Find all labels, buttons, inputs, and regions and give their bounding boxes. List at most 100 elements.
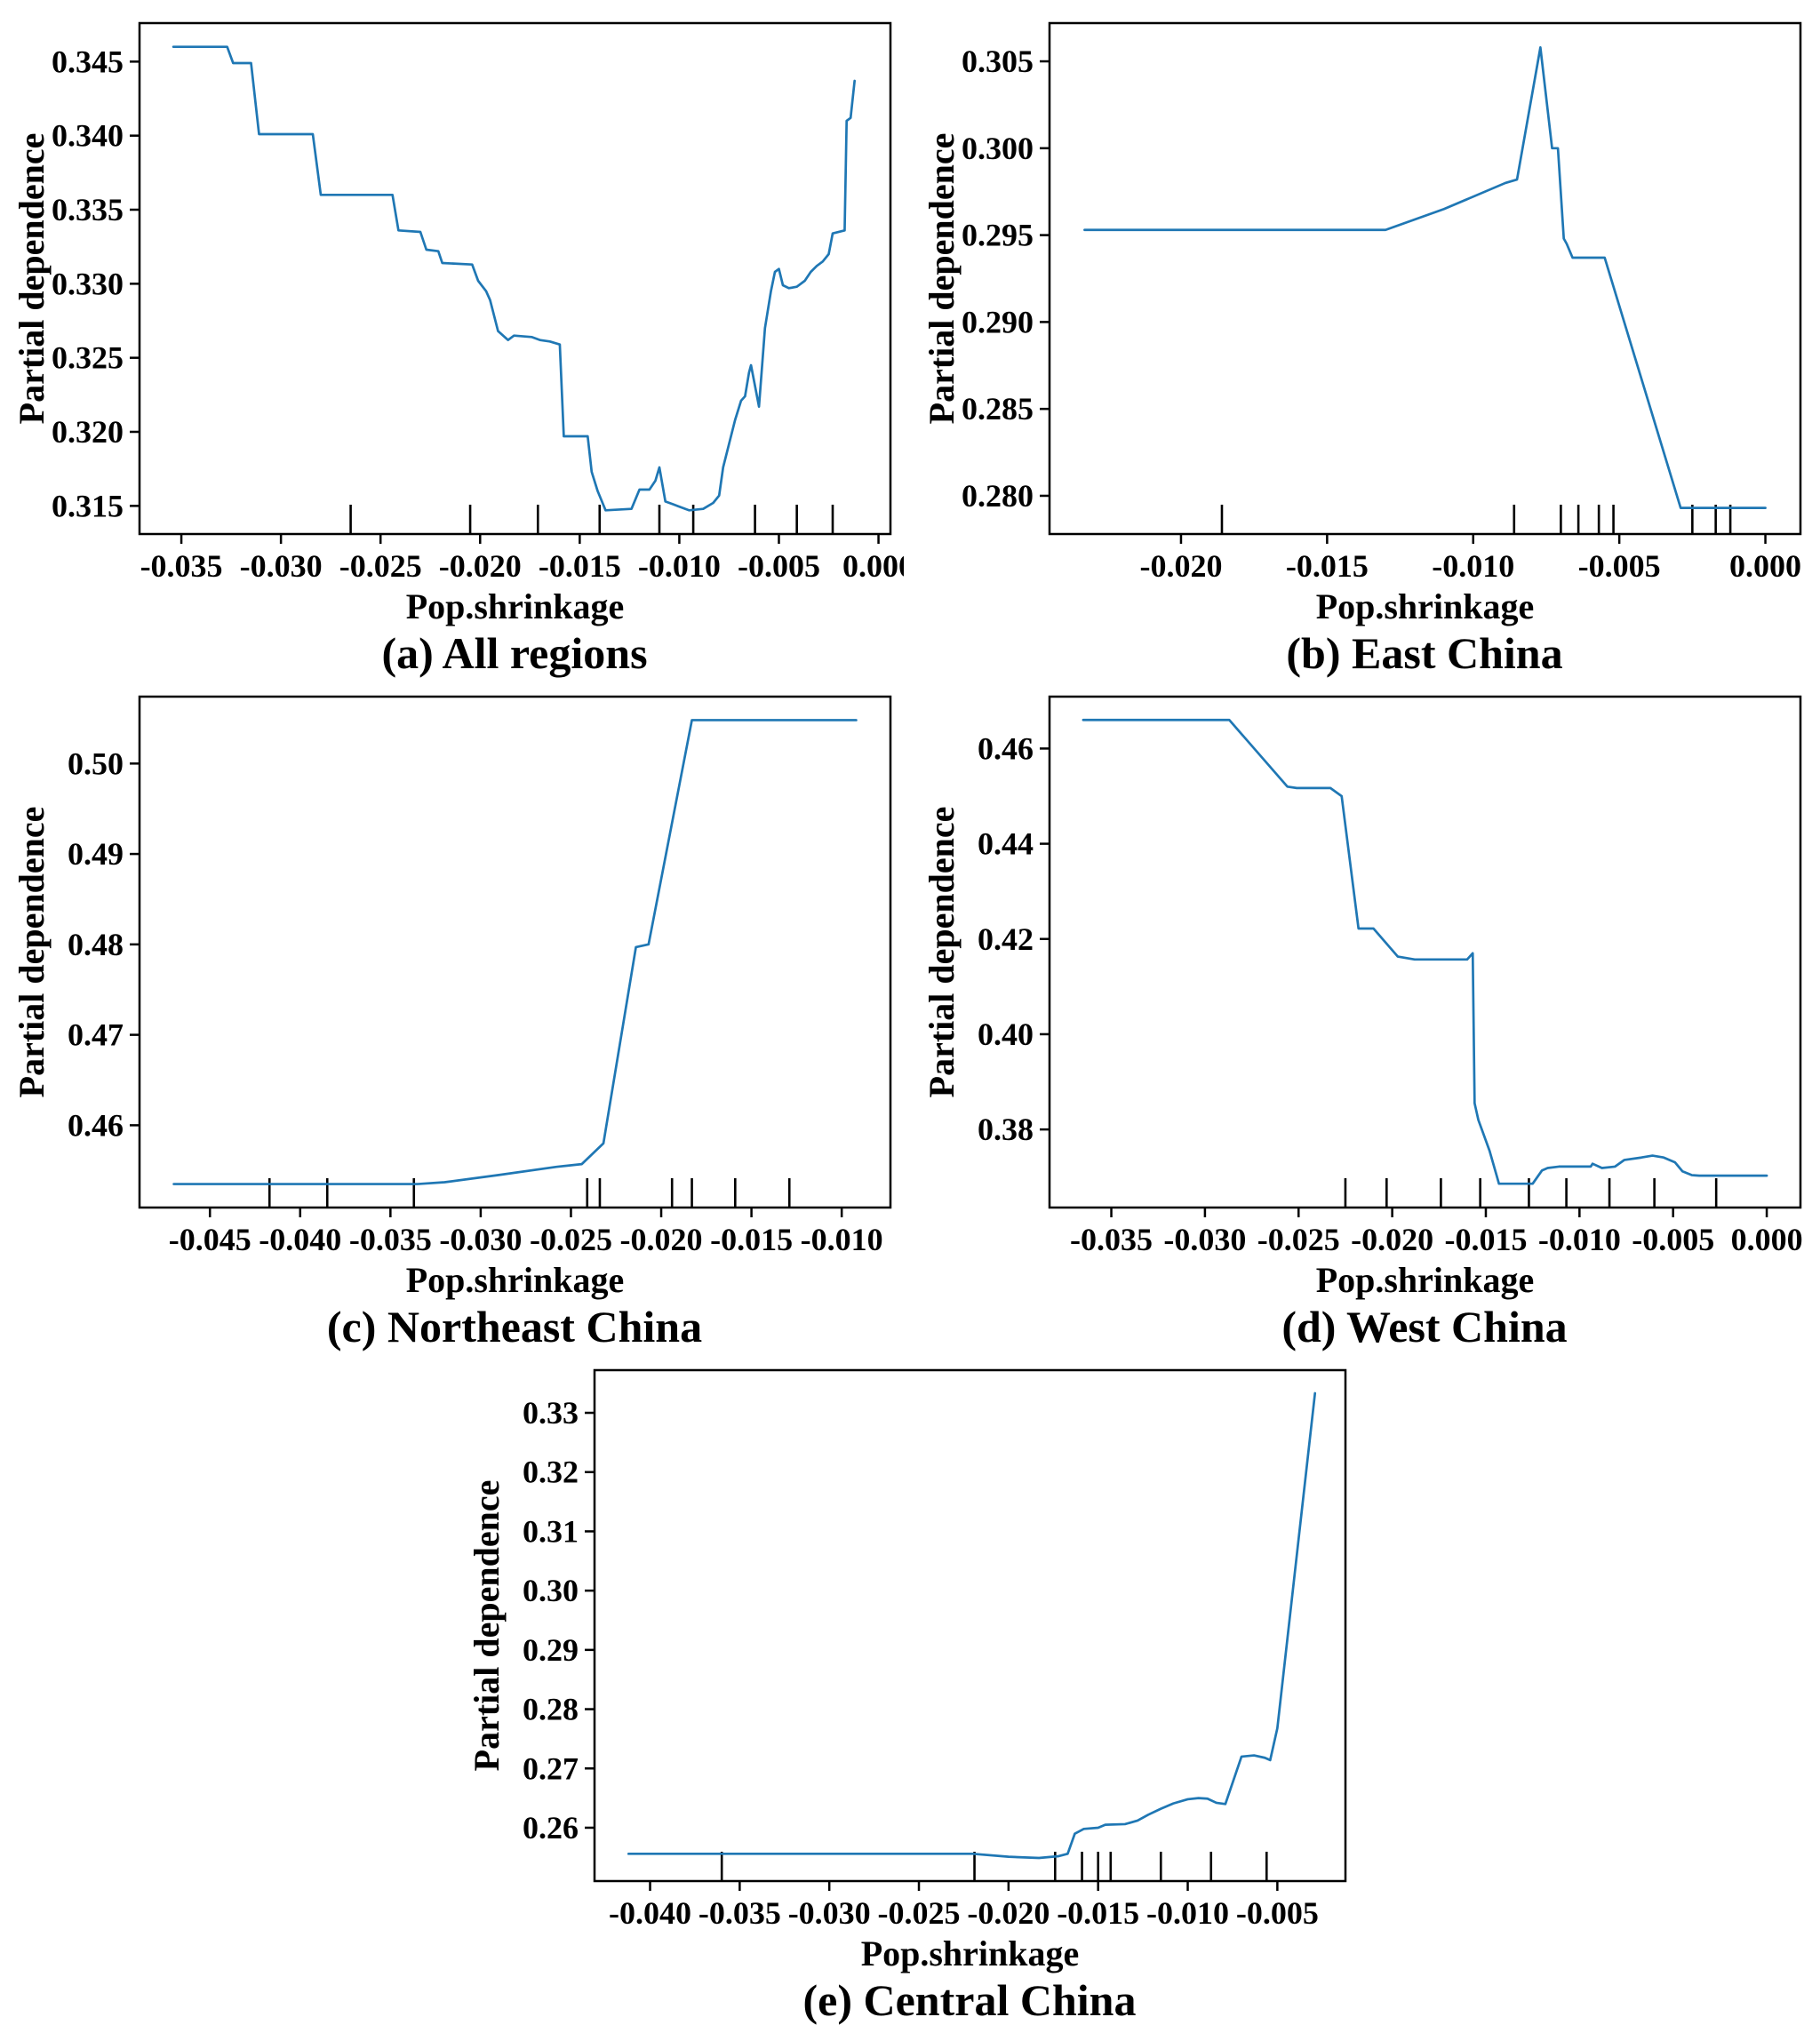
y-tick-label: 0.29 [523, 1632, 579, 1668]
x-axis: -0.035 -0.030 -0.025 -0.020 -0.015 -0.010 -0.0… [1070, 1208, 1803, 1257]
x-axis: -0.040 -0.035 -0.030 -0.025 -0.020 -0.015 -0.0… [609, 1881, 1319, 1931]
y-tick-label: 0.40 [978, 1017, 1034, 1052]
x-axis-label: Pop.shrinkage [1316, 586, 1535, 626]
pdp-chart-c: -0.045 -0.040 -0.035 -0.030 -0.025 -0.020 -0.0… [6, 679, 904, 1352]
x-tick-label: 0.000 [1729, 548, 1801, 584]
pdp-chart-e: -0.040 -0.035 -0.030 -0.025 -0.020 -0.015 -0.0… [461, 1352, 1359, 2026]
line-chart-svg-d: -0.035 -0.030 -0.025 -0.020 -0.015 -0.010 -0.0… [922, 695, 1803, 1300]
plot-border [593, 1368, 1347, 1883]
x-tick-label: -0.035 [140, 548, 223, 584]
rug-marks [1220, 505, 1732, 533]
chart-canvas-b: -0.020 -0.015 -0.010 -0.005 0.000 0.280 0.285 0… [916, 5, 1814, 627]
y-tick-label: 0.28 [523, 1692, 579, 1727]
y-axis-label: Partial dependence [922, 133, 962, 425]
pdp-line [1082, 718, 1768, 1185]
y-axis-label: Partial dependence [922, 807, 962, 1098]
x-axis: -0.020 -0.015 -0.010 -0.005 0.000 [1139, 534, 1801, 584]
x-axis-label: Pop.shrinkage [861, 1933, 1080, 1973]
y-tick-label: 0.33 [523, 1395, 579, 1431]
cell-chart-b: -0.020 -0.015 -0.010 -0.005 0.000 0.280 0.285 0… [910, 5, 1820, 679]
x-tick-label: -0.040 [609, 1895, 691, 1931]
chart-title-a: (a) All regions [381, 628, 648, 678]
chart-canvas-d: -0.035 -0.030 -0.025 -0.020 -0.015 -0.010 -0.0… [916, 679, 1814, 1301]
y-tick-label: 0.32 [523, 1455, 579, 1490]
y-tick-label: 0.26 [523, 1810, 579, 1846]
x-tick-label: -0.040 [259, 1222, 341, 1257]
y-tick-label: 0.340 [52, 118, 124, 154]
y-axis-label: Partial dependence [12, 807, 52, 1098]
y-tick-label: 0.320 [52, 414, 124, 450]
x-tick-label: -0.035 [349, 1222, 432, 1257]
y-tick-label: 0.46 [68, 1107, 124, 1143]
x-tick-label: -0.020 [439, 548, 522, 584]
pdp-chart-d: -0.035 -0.030 -0.025 -0.020 -0.015 -0.010 -0.0… [916, 679, 1814, 1352]
y-tick-label: 0.38 [978, 1112, 1034, 1147]
x-tick-label: -0.015 [539, 548, 621, 584]
line-chart-svg-c: -0.045 -0.040 -0.035 -0.030 -0.025 -0.020 -0.0… [12, 695, 892, 1300]
x-tick-label: -0.020 [1139, 548, 1222, 584]
chart-title-d: (d) West China [1281, 1302, 1568, 1351]
x-tick-label: -0.015 [1444, 1222, 1527, 1257]
cell-chart-a: -0.035 -0.030 -0.025 -0.020 -0.015 -0.010 -0.0… [0, 5, 910, 679]
x-axis: -0.035 -0.030 -0.025 -0.020 -0.015 -0.010 -0.0… [140, 534, 904, 584]
x-tick-label: -0.035 [1070, 1222, 1153, 1257]
cell-chart-d: -0.035 -0.030 -0.025 -0.020 -0.015 -0.010 -0.0… [910, 679, 1820, 1352]
line-chart-svg-b: -0.020 -0.015 -0.010 -0.005 0.0000.2800.2850… [922, 21, 1802, 626]
y-tick-label: 0.31 [523, 1513, 579, 1549]
chart-title-e: (e) Central China [802, 1975, 1137, 2025]
figure-row-1: -0.035 -0.030 -0.025 -0.020 -0.015 -0.010 -0.0… [0, 5, 1820, 679]
x-tick-label: -0.015 [1286, 548, 1369, 584]
x-axis-label: Pop.shrinkage [1316, 1260, 1535, 1300]
pdp-line [172, 719, 858, 1185]
y-tick-label: 0.295 [962, 218, 1034, 253]
y-tick-label: 0.48 [68, 927, 124, 962]
plot-border [138, 21, 892, 536]
x-tick-label: -0.005 [1578, 548, 1661, 584]
x-tick-label: -0.030 [1163, 1222, 1246, 1257]
x-tick-label: -0.045 [169, 1222, 251, 1257]
y-axis: 0.46 0.47 0.48 0.49 0.50 [68, 745, 140, 1143]
chart-canvas-e: -0.040 -0.035 -0.030 -0.025 -0.020 -0.015 -0.0… [461, 1352, 1359, 1974]
y-tick-label: 0.47 [68, 1017, 124, 1053]
chart-title-b: (b) East China [1286, 628, 1563, 678]
x-tick-label: -0.005 [1632, 1222, 1714, 1257]
y-tick-label: 0.27 [523, 1750, 579, 1786]
x-tick-label: -0.015 [1057, 1895, 1139, 1931]
x-tick-label: -0.005 [1236, 1895, 1319, 1931]
pdp-line [627, 1391, 1317, 1860]
x-tick-label: -0.020 [1351, 1222, 1433, 1257]
pdp-line [1083, 46, 1767, 510]
x-tick-label: 0.000 [842, 548, 904, 584]
x-tick-label: -0.025 [878, 1895, 961, 1931]
x-tick-label: 0.000 [1731, 1222, 1803, 1257]
plot-border [1048, 695, 1802, 1209]
chart-canvas-a: -0.035 -0.030 -0.025 -0.020 -0.015 -0.010 -0.0… [6, 5, 904, 627]
y-tick-label: 0.49 [68, 836, 124, 872]
y-axis-label: Partial dependence [467, 1480, 507, 1772]
chart-title-c: (c) Northeast China [326, 1302, 703, 1351]
y-axis: 0.315 0.320 0.325 0.330 0.335 0.340 0.345 [52, 44, 140, 523]
rug-marks [720, 1852, 1268, 1880]
x-tick-label: -0.010 [801, 1222, 883, 1257]
y-tick-label: 0.42 [978, 921, 1034, 957]
y-tick-label: 0.325 [52, 340, 124, 376]
y-tick-label: 0.330 [52, 266, 124, 301]
x-tick-label: -0.030 [788, 1895, 871, 1931]
x-tick-label: -0.030 [439, 1222, 522, 1257]
figure-row-3: -0.040 -0.035 -0.030 -0.025 -0.020 -0.015 -0.0… [0, 1352, 1820, 2026]
y-tick-label: 0.30 [523, 1573, 579, 1608]
chart-canvas-c: -0.045 -0.040 -0.035 -0.030 -0.025 -0.020 -0.0… [6, 679, 904, 1301]
y-tick-label: 0.305 [962, 44, 1034, 79]
rug-marks [349, 505, 834, 533]
rug-marks [1344, 1178, 1718, 1207]
y-tick-label: 0.280 [962, 478, 1034, 514]
plot-border [138, 695, 892, 1209]
x-tick-label: -0.010 [1146, 1895, 1229, 1931]
y-axis-label: Partial dependence [12, 133, 52, 425]
y-tick-label: 0.335 [52, 192, 124, 227]
x-tick-label: -0.030 [240, 548, 323, 584]
cell-chart-c: -0.045 -0.040 -0.035 -0.030 -0.025 -0.020 -0.0… [0, 679, 910, 1352]
y-tick-label: 0.290 [962, 304, 1034, 339]
x-tick-label: -0.025 [530, 1222, 612, 1257]
